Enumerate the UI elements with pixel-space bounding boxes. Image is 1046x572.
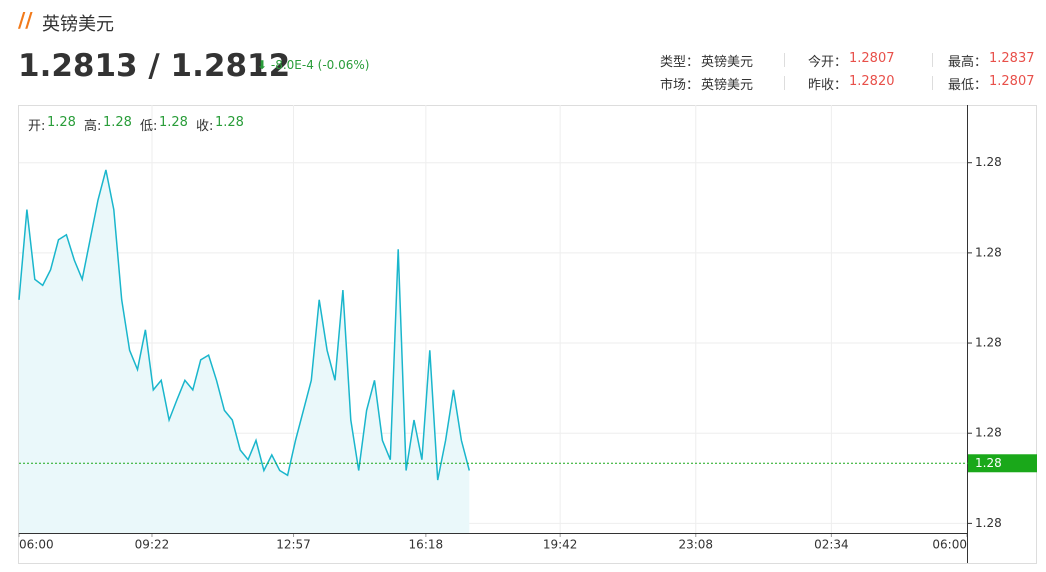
- info-label: 类型：: [660, 55, 700, 70]
- info-label: 今开：: [808, 55, 848, 70]
- title: 英镑美元: [42, 14, 114, 35]
- info-divider: [784, 53, 785, 67]
- ohlc-label: 收:: [196, 119, 214, 134]
- change-text: -8.0E-4 (-0.06%): [270, 58, 370, 72]
- info-value: 1.2837: [989, 51, 1035, 66]
- ohlc-label: 高:: [84, 119, 102, 134]
- info-value: 英镑美元: [701, 78, 754, 93]
- y-tick-label: 1.28: [975, 336, 1002, 350]
- ohlc-value: 1.28: [215, 115, 244, 130]
- area: [19, 169, 470, 533]
- info-value: 1.2820: [849, 74, 895, 89]
- x-tick-label: 19:42: [543, 538, 578, 552]
- info-divider: [932, 53, 933, 67]
- y-tick-label: 1.28: [975, 245, 1002, 259]
- x-tick-label: 06:00: [932, 538, 967, 552]
- price: 1.2813 / 1.2812: [18, 48, 291, 84]
- x-tick-label: 06:00: [19, 538, 54, 552]
- ohlc-label: 低:: [140, 119, 158, 134]
- change: ⬇ -8.0E-4 (-0.06%): [257, 58, 370, 72]
- info-divider: [784, 76, 785, 90]
- x-tick-label: 02:34: [814, 538, 849, 552]
- y-tick-label: 1.28: [975, 426, 1002, 440]
- ohlc-label: 开:: [28, 119, 46, 134]
- x-tick-label: 23:08: [678, 538, 713, 552]
- info-value: 1.2807: [849, 51, 895, 66]
- info-value: 1.2807: [989, 74, 1035, 89]
- x-tick-label: 12:57: [276, 538, 311, 552]
- info-label: 最低：: [948, 78, 988, 93]
- info-value: 英镑美元: [701, 55, 754, 70]
- x-tick-label: 09:22: [135, 538, 170, 552]
- chart-frame: [18, 105, 1037, 564]
- info-label: 最高：: [948, 55, 988, 70]
- info-label: 昨收：: [808, 78, 848, 93]
- current-price-box: [968, 454, 1037, 473]
- line: [18, 169, 471, 481]
- info-label: 市场：: [660, 78, 700, 93]
- title-icon: //: [18, 8, 33, 32]
- ohlc-value: 1.28: [103, 115, 132, 130]
- ohlc-value: 1.28: [159, 115, 188, 130]
- x-tick-label: 16:18: [409, 538, 444, 552]
- current-price-label: 1.28: [975, 456, 1002, 470]
- ohlc-value: 1.28: [47, 115, 76, 130]
- y-tick-label: 1.28: [975, 516, 1002, 530]
- y-tick-label: 1.28: [975, 155, 1002, 169]
- info-divider: [932, 76, 933, 90]
